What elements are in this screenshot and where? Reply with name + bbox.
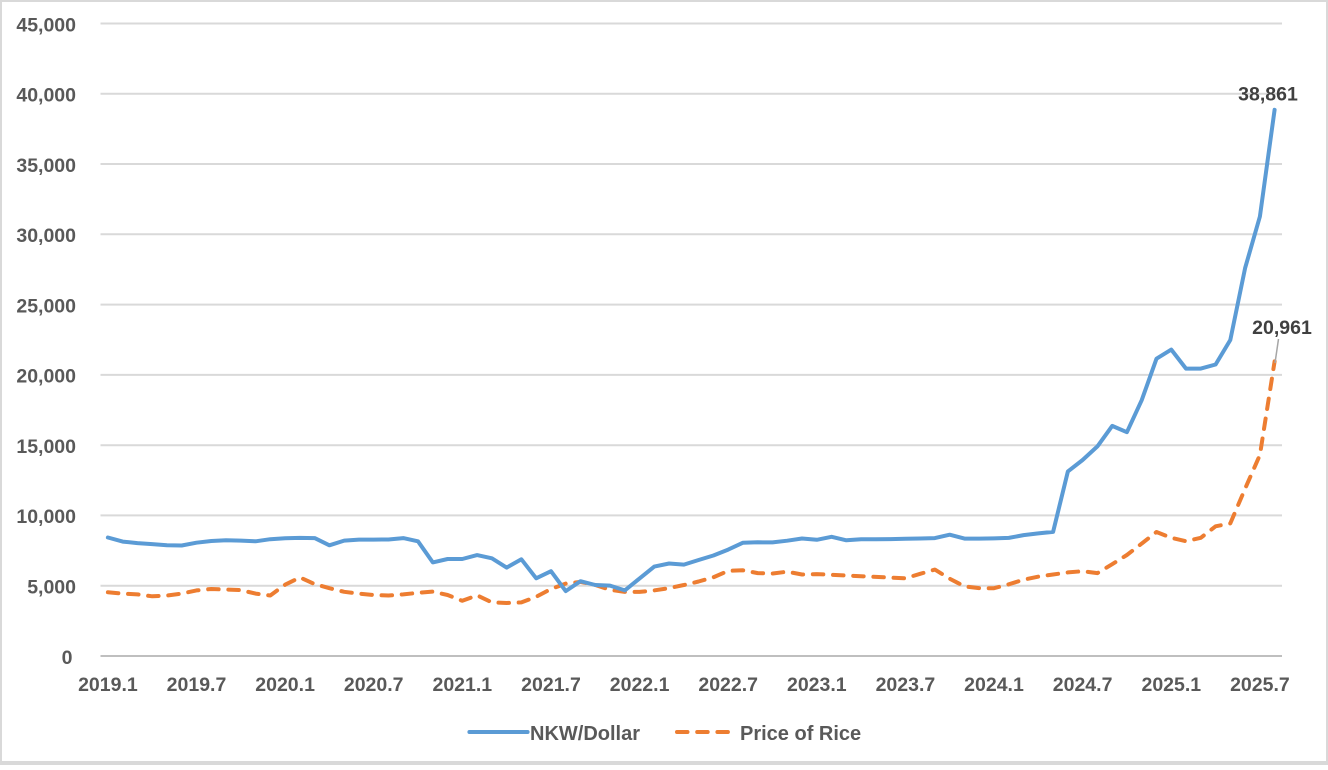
svg-text:2025.7: 2025.7 bbox=[1230, 674, 1290, 696]
svg-text:45,000: 45,000 bbox=[16, 14, 76, 36]
svg-text:10,000: 10,000 bbox=[16, 506, 76, 528]
svg-text:2020.7: 2020.7 bbox=[344, 674, 404, 696]
svg-text:2023.1: 2023.1 bbox=[787, 674, 847, 696]
svg-text:15,000: 15,000 bbox=[16, 436, 76, 458]
svg-text:38,861: 38,861 bbox=[1238, 84, 1298, 106]
svg-text:2019.7: 2019.7 bbox=[167, 674, 227, 696]
svg-text:2022.7: 2022.7 bbox=[698, 674, 758, 696]
svg-text:2022.1: 2022.1 bbox=[610, 674, 670, 696]
svg-text:2021.7: 2021.7 bbox=[521, 674, 581, 696]
svg-text:2024.1: 2024.1 bbox=[964, 674, 1024, 696]
svg-text:35,000: 35,000 bbox=[16, 155, 76, 177]
svg-text:5,000: 5,000 bbox=[27, 577, 76, 599]
svg-text:40,000: 40,000 bbox=[16, 85, 76, 107]
svg-text:Price of Rice: Price of Rice bbox=[740, 723, 861, 745]
svg-text:2021.1: 2021.1 bbox=[432, 674, 492, 696]
svg-text:20,961: 20,961 bbox=[1252, 317, 1312, 339]
svg-text:30,000: 30,000 bbox=[16, 225, 76, 247]
svg-text:2020.1: 2020.1 bbox=[255, 674, 315, 696]
svg-text:NKW/Dollar: NKW/Dollar bbox=[530, 723, 640, 745]
svg-text:2024.7: 2024.7 bbox=[1053, 674, 1113, 696]
svg-text:20,000: 20,000 bbox=[16, 366, 76, 388]
svg-text:2025.1: 2025.1 bbox=[1141, 674, 1201, 696]
svg-text:0: 0 bbox=[62, 647, 73, 669]
svg-text:25,000: 25,000 bbox=[16, 295, 76, 317]
svg-text:2019.1: 2019.1 bbox=[78, 674, 138, 696]
svg-text:2023.7: 2023.7 bbox=[876, 674, 936, 696]
